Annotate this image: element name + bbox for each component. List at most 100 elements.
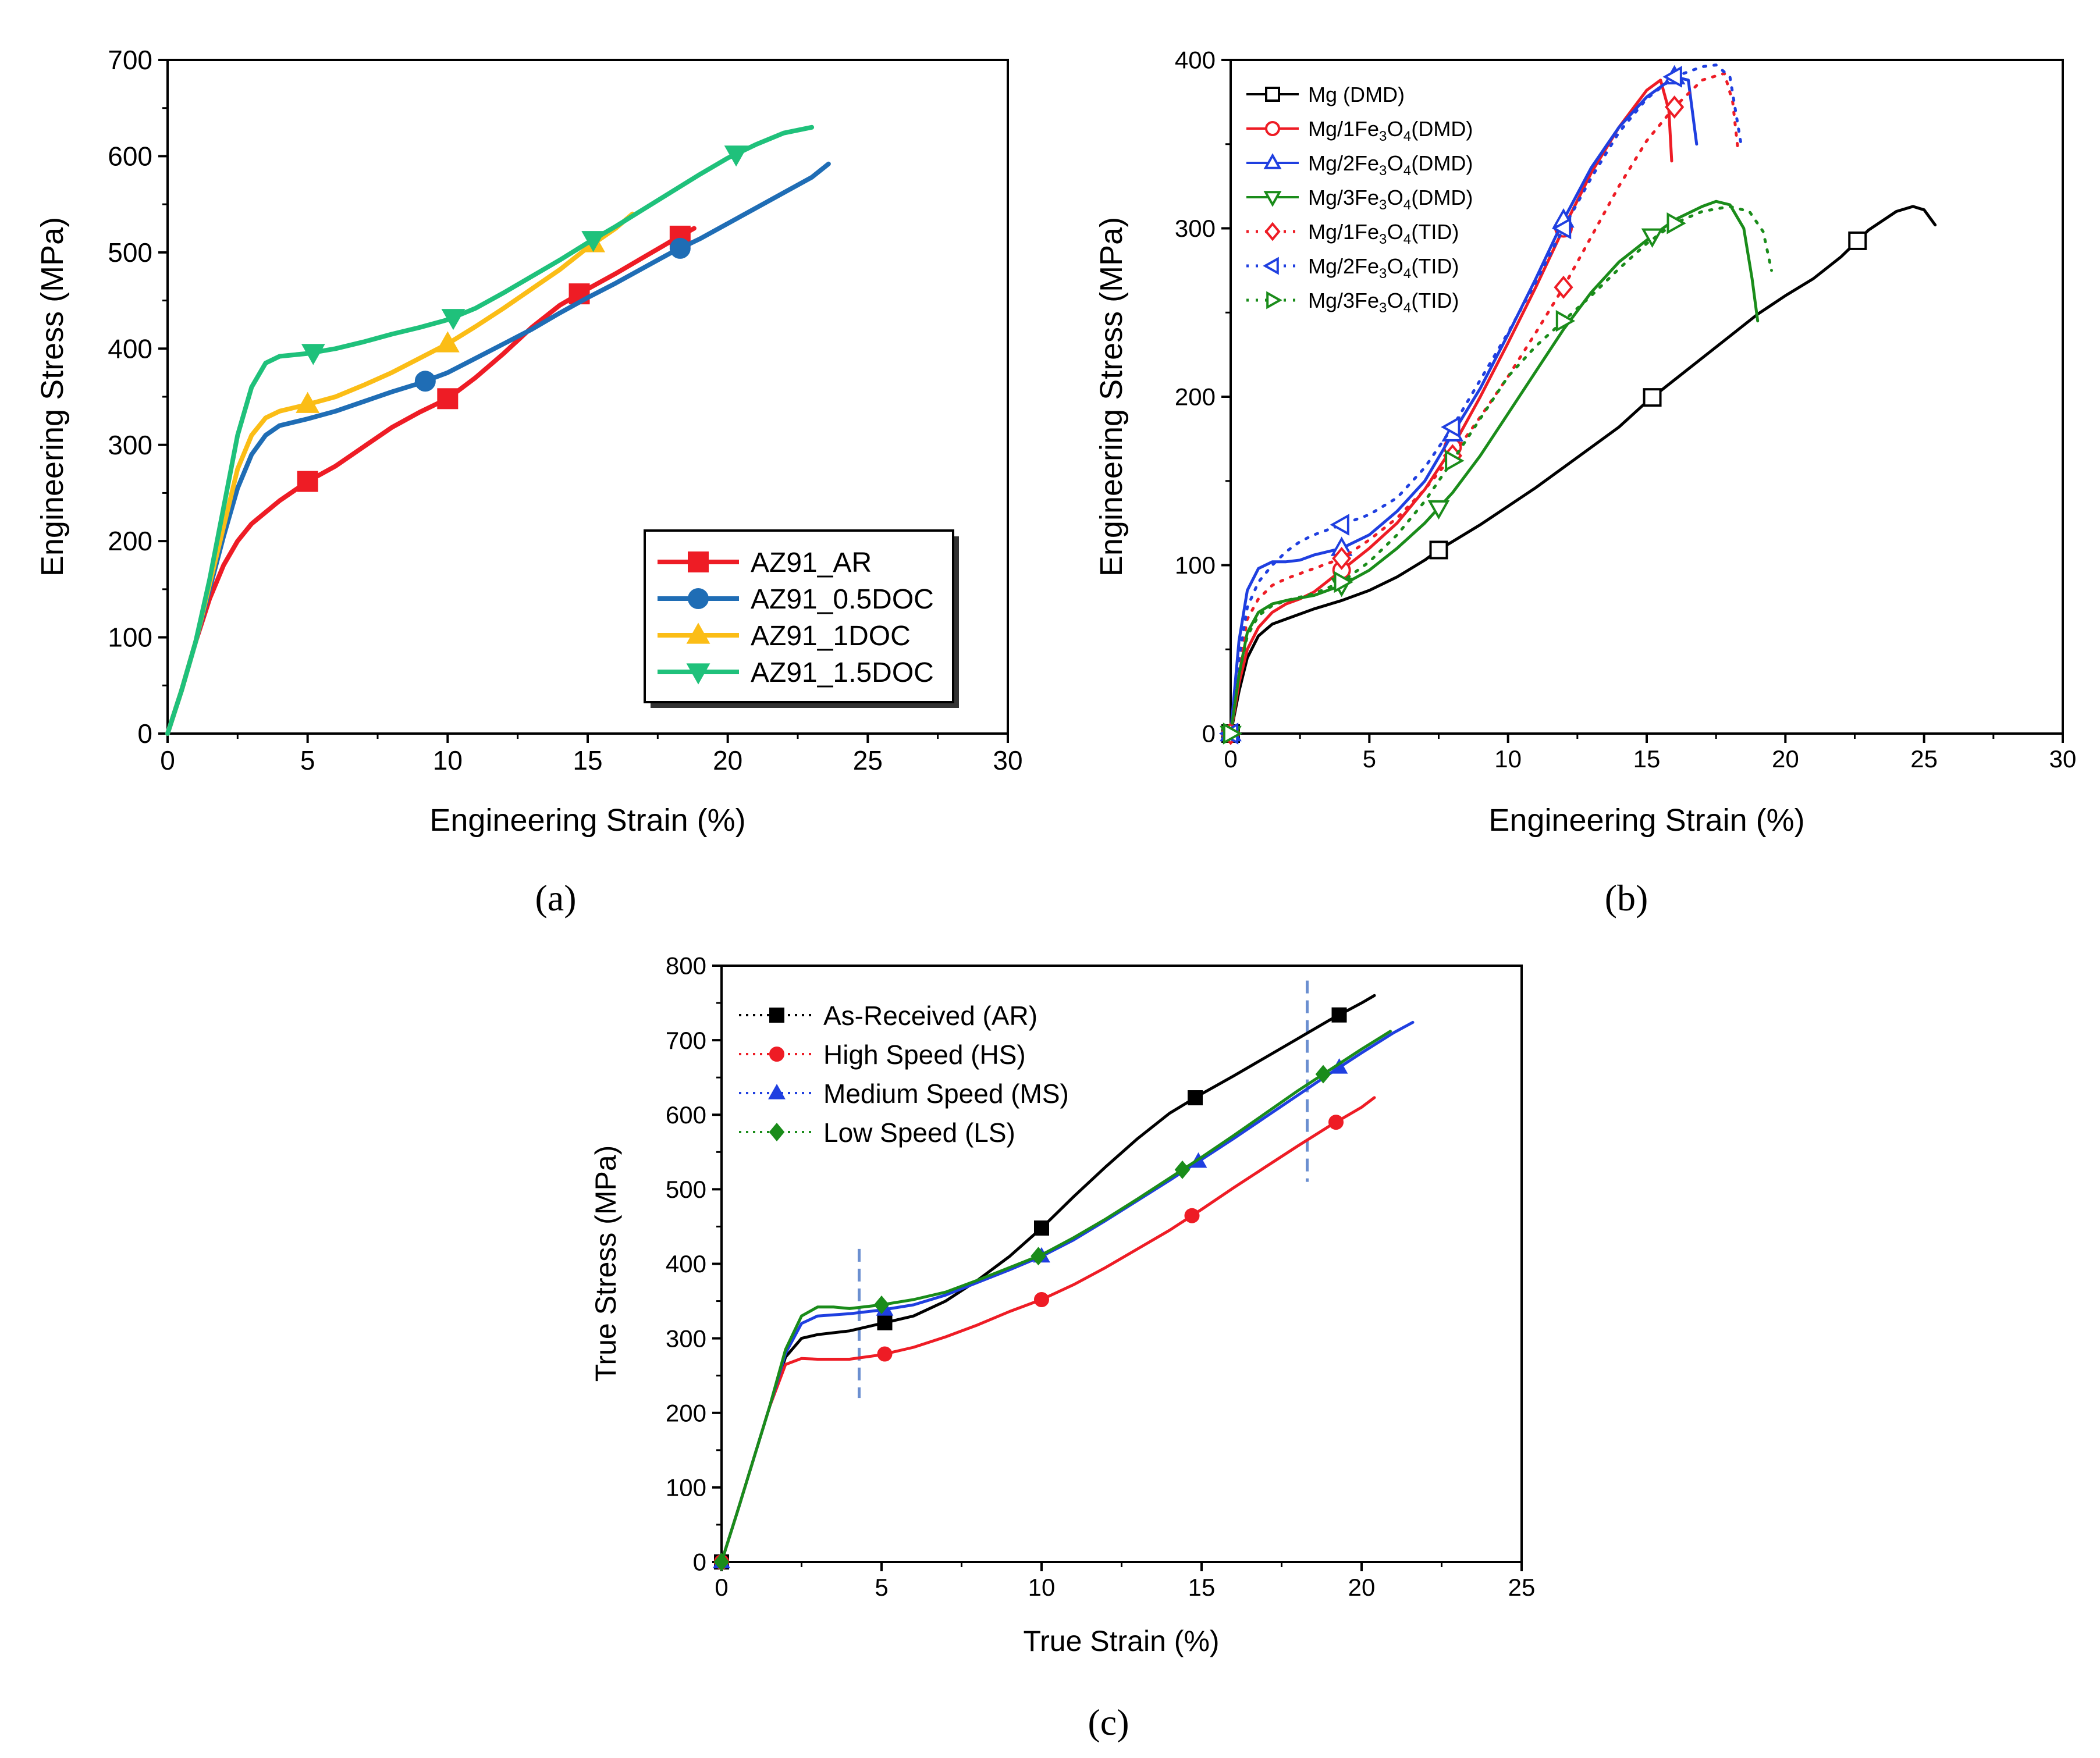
x-tick-label-c: 0 <box>715 1574 728 1601</box>
data-point-mg-dmd <box>1848 231 1867 250</box>
data-point-mg-2fe3o4-tid <box>1662 66 1682 88</box>
y-tick-label-b: 100 <box>1175 551 1216 579</box>
data-point-low-speed-ls <box>1174 1160 1191 1179</box>
legend-b: Mg (DMD) Mg/1Fe3 O4 (DMD) Mg/2Fe3 O4 (DMD)… <box>1246 83 1473 316</box>
data-point-mg-1fe3o4-tid <box>1554 275 1573 299</box>
data-point-mg-1fe3o4-tid <box>1665 95 1685 119</box>
x-tick-label-b: 0 <box>1224 745 1237 773</box>
y-tick-label-c: 800 <box>666 952 706 980</box>
series-line-high-speed-hs <box>720 1096 1376 1564</box>
legend-label-az91-ar: AZ91_AR <box>751 547 872 578</box>
y-axis-label-a: Engineering Stress (MPa) <box>35 217 70 576</box>
x-tick-label-a: 20 <box>713 745 742 775</box>
series-line-mg-3fe3o4-tid <box>1229 205 1773 735</box>
y-tick-label-c: 200 <box>666 1399 706 1426</box>
y-axis-label-c: True Stress (MPa) <box>589 1145 622 1382</box>
y-tick-label-c: 400 <box>666 1250 706 1277</box>
series-line-low-speed-ls <box>720 1030 1392 1564</box>
x-tick-label-b: 30 <box>2049 745 2077 773</box>
y-tick-label-c: 700 <box>666 1027 706 1054</box>
y-tick-label-a: 400 <box>108 333 152 364</box>
series-line-az91-ar <box>165 226 697 736</box>
data-point-low-speed-ls <box>713 1553 730 1571</box>
x-tick-label-a: 5 <box>300 745 315 775</box>
series-line-mg-dmd <box>1229 205 1937 735</box>
legend-label-az91-0-5doc: AZ91_0.5DOC <box>751 584 934 615</box>
x-tick-label-b: 15 <box>1633 745 1661 773</box>
legend-label-high-speed-hs: High Speed (HS) <box>823 1040 1026 1070</box>
y-tick-label-a: 0 <box>137 718 152 749</box>
data-point-mg-2fe3o4-tid <box>1441 416 1461 438</box>
legend-marker-mg-3fe3o4-dmd <box>1263 191 1282 207</box>
y-tick-label-c: 0 <box>693 1549 706 1576</box>
x-tick-label-a: 0 <box>160 745 175 775</box>
x-tick-label-c: 15 <box>1188 1574 1216 1601</box>
legend-label-medium-speed-ms: Medium Speed (MS) <box>823 1079 1069 1109</box>
x-tick-label-b: 25 <box>1910 745 1938 773</box>
series-line-medium-speed-ms <box>720 1020 1415 1564</box>
panel-label-a: (a) <box>535 877 576 919</box>
legend-marker-mg-1fe3o4-tid <box>1264 222 1281 241</box>
data-point-az91-1doc <box>435 331 460 353</box>
x-tick-label-a: 10 <box>433 745 463 775</box>
series-line-az91-1-5doc <box>165 124 815 736</box>
data-point-az91-ar <box>437 388 459 410</box>
data-point-as-received-ar <box>1188 1090 1203 1106</box>
y-tick-label-c: 500 <box>666 1176 706 1203</box>
legend-label-az91-1-5doc: AZ91_1.5DOC <box>751 657 934 688</box>
legend-c: As-Received (AR) High Speed (HS) Medium Sp… <box>739 1001 1069 1148</box>
legend-marker-mg-2fe3o4-dmd <box>1263 153 1282 169</box>
legend-marker-mg-2fe3o4-tid <box>1263 257 1279 275</box>
legend-label-mg-2fe3o4-tid: Mg/2Fe3 O4 (TID) <box>1308 254 1459 282</box>
data-point-low-speed-ls <box>1031 1247 1046 1266</box>
y-tick-label-c: 100 <box>666 1474 706 1501</box>
data-point-as-received-ar <box>1034 1220 1049 1236</box>
x-tick-label-c: 20 <box>1348 1574 1376 1601</box>
y-tick-label-c: 300 <box>666 1325 706 1352</box>
y-tick-label-b: 300 <box>1175 215 1216 242</box>
legend-label-mg-2fe3o4-dmd: Mg/2Fe3 O4 (DMD) <box>1308 151 1473 179</box>
data-point-mg-3fe3o4-tid <box>1223 723 1243 745</box>
x-axis-label-c: True Strain (%) <box>1023 1625 1219 1657</box>
chart-panel-c: 0 5 10 15 20 25 0 100 200 300 400 500 600 700 800 True… <box>589 952 1535 1743</box>
x-tick-label-a: 30 <box>993 745 1022 775</box>
data-point-mg-2fe3o4-tid <box>1330 514 1349 536</box>
reference-lines-c <box>858 980 1309 1398</box>
plot-frame-c <box>720 965 1523 1563</box>
x-tick-label-c: 10 <box>1028 1574 1056 1601</box>
y-tick-label-b: 400 <box>1175 47 1216 74</box>
y-tick-label-a: 100 <box>108 622 152 653</box>
data-point-mg-3fe3o4-tid <box>1334 571 1353 593</box>
y-tick-label-a: 300 <box>108 430 152 460</box>
series-line-mg-1fe3o4-dmd <box>1229 79 1673 735</box>
series-group-a <box>165 124 831 736</box>
x-tick-label-c: 25 <box>1508 1574 1536 1601</box>
y-tick-label-b: 0 <box>1202 720 1216 748</box>
data-point-mg-dmd <box>1429 540 1448 560</box>
y-tick-label-a: 600 <box>108 141 152 172</box>
data-point-az91-1-5doc <box>724 145 748 167</box>
legend-marker-az91-1doc <box>686 622 710 644</box>
x-tick-label-b: 10 <box>1494 745 1522 773</box>
legend-marker-medium-speed-ms <box>768 1084 786 1099</box>
data-point-mg-3fe3o4-tid <box>1555 309 1576 332</box>
data-point-az91-0-5doc <box>414 371 436 392</box>
legend-label-az91-1doc: AZ91_1DOC <box>751 621 911 652</box>
data-point-az91-1-5doc <box>441 309 466 330</box>
data-point-high-speed-hs <box>877 1346 893 1362</box>
legend-label-mg-1fe3o4-dmd: Mg/1Fe3 O4 (DMD) <box>1308 117 1473 144</box>
x-tick-label-b: 5 <box>1363 745 1376 773</box>
panel-label-c: (c) <box>1088 1702 1129 1743</box>
legend-label-mg-3fe3o4-tid: Mg/3Fe3 O4 (TID) <box>1308 289 1459 316</box>
data-point-as-received-ar <box>877 1315 893 1330</box>
data-point-az91-1doc <box>296 392 320 413</box>
legend-label-low-speed-ls: Low Speed (LS) <box>823 1118 1015 1148</box>
y-axis-label-b: Engineering Stress (MPa) <box>1094 217 1129 576</box>
data-point-mg-2fe3o4-tid <box>1551 217 1572 240</box>
legend-marker-high-speed-hs <box>769 1047 784 1062</box>
